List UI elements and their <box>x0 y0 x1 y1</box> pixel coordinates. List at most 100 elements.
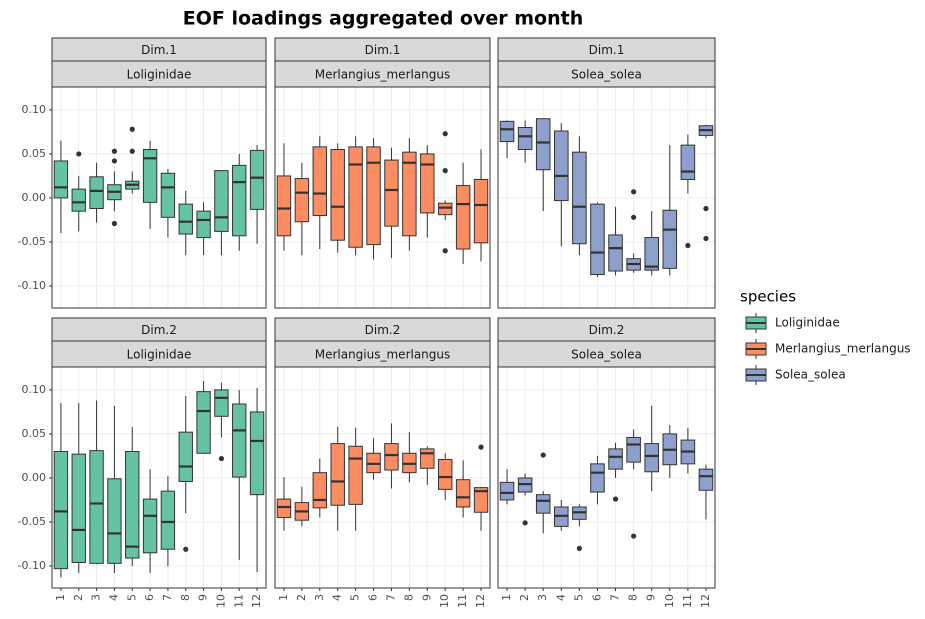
x-tick-label: 6 <box>367 594 380 601</box>
box <box>249 149 265 210</box>
outlier <box>612 496 619 502</box>
box <box>294 178 310 223</box>
box <box>644 237 659 271</box>
box <box>608 448 623 470</box>
box <box>499 120 515 143</box>
outlier <box>540 452 546 458</box>
x-tick-label: 1 <box>277 594 290 601</box>
strip-label: Solea_solea <box>571 68 642 82</box>
box <box>142 498 158 554</box>
x-tick-label: 12 <box>250 594 263 608</box>
box <box>535 494 551 514</box>
outlier <box>703 235 709 242</box>
box <box>178 203 193 235</box>
x-tick-label: 7 <box>384 594 397 601</box>
box <box>89 176 104 210</box>
chart-title: EOF loadings aggregated over month <box>183 8 583 30</box>
box <box>232 164 247 237</box>
x-tick-label: 8 <box>179 594 192 601</box>
y-tick-label: -0.05 <box>18 235 46 248</box>
x-tick-label: 2 <box>518 594 531 601</box>
strip-label: Merlangius_merlangus <box>315 348 451 362</box>
x-tick-label: 11 <box>232 594 245 608</box>
box <box>312 472 328 509</box>
box <box>276 498 292 519</box>
strip <box>274 340 491 368</box>
x-tick-label: 11 <box>681 594 694 608</box>
box <box>232 403 247 478</box>
box <box>473 487 489 513</box>
box <box>554 130 569 202</box>
x-tick-label: 10 <box>663 594 676 608</box>
outlier <box>631 533 637 539</box>
x-tick-label: 8 <box>627 594 640 601</box>
x-tick-label: 7 <box>609 594 622 601</box>
strip-label: Dim.1 <box>589 43 625 57</box>
outlier <box>576 545 582 551</box>
box <box>348 445 363 505</box>
strip-label: Dim.1 <box>141 43 177 57</box>
strip <box>51 340 267 368</box>
box <box>626 436 641 463</box>
box <box>178 431 193 482</box>
strip <box>274 60 491 88</box>
strip-label: Merlangius_merlangus <box>315 68 451 82</box>
x-tick-label: 12 <box>699 594 712 608</box>
box <box>402 151 417 237</box>
y-tick-label: 0.10 <box>22 383 47 396</box>
box <box>330 443 345 506</box>
box <box>384 443 399 471</box>
box <box>214 389 229 417</box>
box <box>590 203 605 276</box>
strip <box>497 60 716 88</box>
x-tick-label: 4 <box>331 594 344 601</box>
box <box>680 144 696 180</box>
legend-label: Loliginidae <box>775 316 840 330</box>
box <box>499 481 515 501</box>
outlier <box>218 455 225 462</box>
box <box>249 411 265 496</box>
box <box>473 178 489 244</box>
box <box>107 478 122 564</box>
x-tick-label: 3 <box>90 594 103 601</box>
y-tick-label: 0.00 <box>22 191 47 204</box>
outlier <box>442 168 448 174</box>
outlier <box>631 189 637 195</box>
strip-label: Loliginidae <box>127 348 192 362</box>
legend-title: species <box>740 288 796 306</box>
box <box>71 188 86 212</box>
y-tick-label: 0.05 <box>22 147 47 160</box>
y-tick-label: -0.05 <box>18 515 46 528</box>
strip <box>51 60 267 88</box>
x-tick-label: 11 <box>456 594 469 608</box>
box <box>196 210 211 239</box>
outlier <box>183 546 189 552</box>
box <box>644 443 659 473</box>
x-tick-label: 6 <box>143 594 156 601</box>
x-tick-label: 9 <box>645 594 658 601</box>
box <box>590 463 605 493</box>
x-tick-label: 1 <box>500 594 513 601</box>
strip-label: Dim.1 <box>365 43 401 57</box>
box <box>572 151 587 245</box>
box <box>455 185 471 250</box>
box <box>662 209 678 269</box>
box <box>71 453 86 563</box>
outlier <box>76 151 82 157</box>
outlier <box>111 148 118 154</box>
box <box>312 146 328 217</box>
box <box>142 149 158 203</box>
box <box>276 175 292 237</box>
box <box>125 451 140 559</box>
x-tick-label: 9 <box>197 594 210 601</box>
x-tick-label: 4 <box>554 594 567 601</box>
box <box>160 490 176 550</box>
strip-label: Dim.2 <box>141 323 177 337</box>
outlier <box>478 444 484 450</box>
x-tick-label: 2 <box>295 594 308 601</box>
box <box>437 202 453 216</box>
strip <box>497 340 716 368</box>
box <box>89 450 104 564</box>
x-tick-label: 7 <box>161 594 174 601</box>
